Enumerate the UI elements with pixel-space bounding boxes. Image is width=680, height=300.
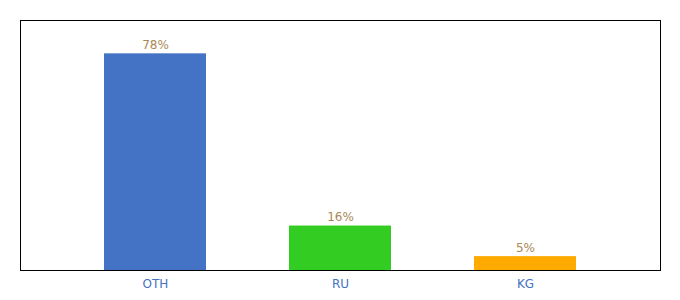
svg-text:16%: 16%: [327, 210, 354, 224]
svg-text:OTH: OTH: [143, 277, 169, 291]
svg-text:KG: KG: [517, 277, 534, 291]
svg-text:5%: 5%: [516, 241, 535, 255]
svg-text:RU: RU: [332, 277, 349, 291]
svg-text:78%: 78%: [142, 38, 169, 52]
